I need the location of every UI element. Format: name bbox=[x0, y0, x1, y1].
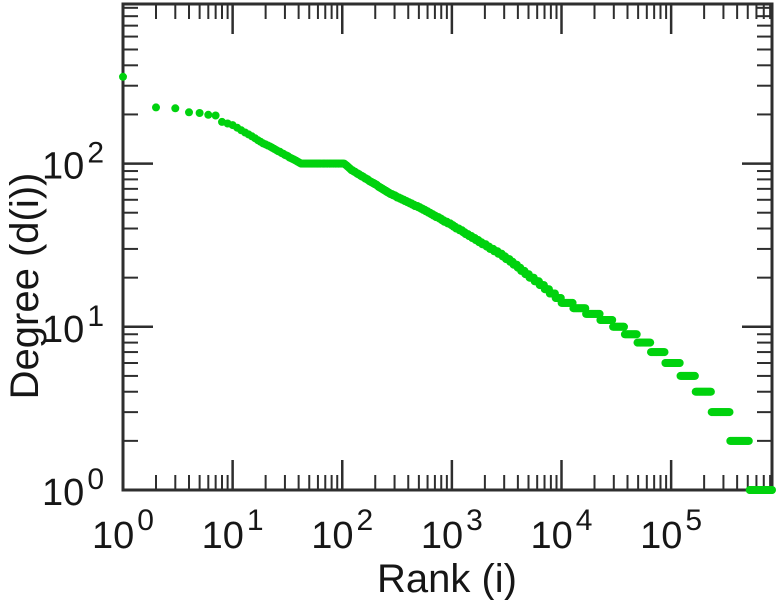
y-tick-label: 10 0 bbox=[42, 463, 104, 514]
x-axis-title: Rank (i) bbox=[377, 557, 517, 600]
y-tick-label: 10 1 bbox=[42, 300, 104, 351]
x-tick-label: 10 2 bbox=[311, 504, 373, 557]
data-point bbox=[185, 108, 193, 117]
axis-ticks bbox=[121, 4, 772, 492]
data-point bbox=[608, 316, 617, 324]
data-point bbox=[211, 111, 220, 120]
plot-frame bbox=[121, 2, 774, 492]
data-point bbox=[675, 359, 684, 367]
x-tick-label: 10 4 bbox=[531, 504, 593, 557]
data-point bbox=[646, 338, 655, 347]
data-point bbox=[706, 387, 715, 396]
data-point bbox=[620, 322, 628, 331]
data-point bbox=[725, 408, 734, 417]
x-tick-label: 10 0 bbox=[92, 504, 154, 557]
y-tick-label: 10 2 bbox=[42, 137, 104, 188]
x-tick-label: 10 5 bbox=[640, 504, 702, 557]
data-point bbox=[119, 72, 127, 81]
data-point bbox=[768, 486, 776, 494]
data-point bbox=[152, 103, 160, 112]
scatter-series bbox=[119, 72, 776, 494]
x-tick-label: 10 1 bbox=[202, 504, 264, 557]
data-point bbox=[204, 110, 213, 119]
data-point bbox=[660, 348, 669, 357]
x-tick-label: 10 3 bbox=[421, 504, 483, 557]
data-point bbox=[595, 309, 604, 318]
data-point bbox=[171, 104, 180, 113]
data-point bbox=[690, 371, 699, 380]
data-point bbox=[195, 109, 204, 117]
y-axis-title: Degree (d(i)) bbox=[3, 173, 47, 400]
data-point bbox=[632, 330, 641, 339]
data-point bbox=[744, 436, 753, 445]
axis-tick-labels: 10 0 10 1 10 2 10 3 10 4 10 5 10 0 10 1 10 2 bbox=[42, 137, 702, 557]
